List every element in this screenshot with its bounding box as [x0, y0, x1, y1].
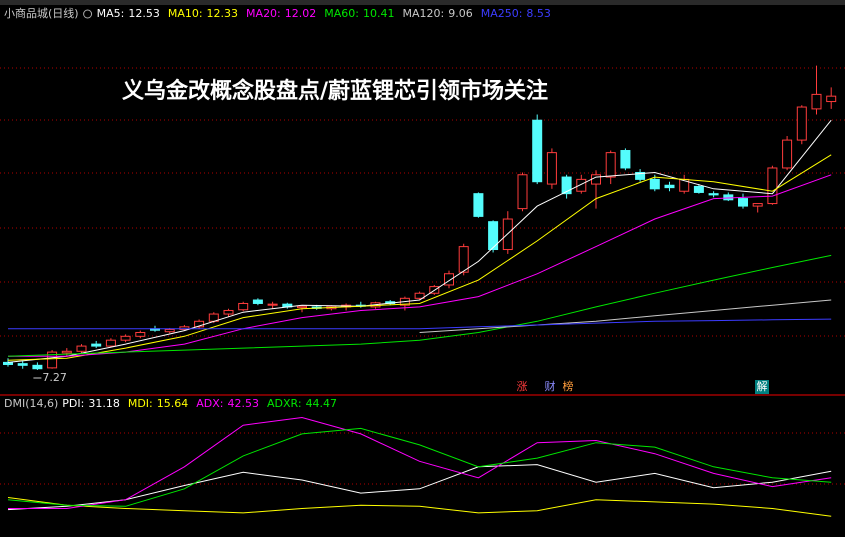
candle-body	[796, 106, 807, 141]
candle-body	[135, 331, 146, 337]
legend-value: 12.33	[207, 7, 239, 20]
candle-body	[252, 299, 263, 304]
candle-body	[782, 139, 793, 169]
legend-value: 12.53	[128, 7, 160, 20]
headline: 义乌金改概念股盘点/蔚蓝锂芯引领市场关注	[122, 78, 548, 104]
legend-label: MDI:	[128, 397, 153, 410]
candle-body	[605, 152, 616, 178]
candle-body	[61, 350, 72, 354]
annotation: 榜	[563, 379, 574, 393]
line-series	[7, 497, 832, 517]
candle-body	[458, 246, 469, 273]
legend-label: ADX:	[196, 397, 223, 410]
line-series	[8, 416, 832, 509]
candle-body	[546, 152, 557, 185]
annotation: 涨	[517, 380, 528, 393]
candle-body	[47, 351, 58, 369]
candle-body	[76, 345, 87, 352]
candle-body	[561, 176, 572, 195]
line-series	[8, 174, 832, 357]
settings-icon	[83, 9, 93, 19]
candle-body	[767, 167, 778, 205]
candle-body	[223, 309, 234, 315]
legend-label: MA60:	[324, 7, 359, 20]
candle-body	[488, 221, 499, 251]
line-series	[8, 318, 832, 330]
legend-value: 42.53	[228, 397, 260, 410]
candle-body	[708, 193, 719, 196]
candle-body	[164, 328, 175, 333]
candle-body	[752, 203, 763, 207]
candle-body	[473, 193, 484, 217]
panel-title: 小商品城(日线)	[4, 6, 79, 20]
candle-body	[649, 178, 660, 190]
line-series	[419, 299, 832, 333]
legend-label: MA20:	[246, 7, 281, 20]
legend-value: 10.41	[363, 7, 395, 20]
line-series	[7, 119, 832, 363]
candle-body	[620, 150, 631, 169]
line-series	[7, 154, 832, 361]
candle-body	[591, 174, 601, 185]
candle-body	[664, 184, 675, 189]
annotation: 解	[757, 379, 768, 393]
grid	[0, 67, 845, 485]
legend-label: PDI:	[62, 397, 84, 410]
candle-body	[238, 302, 249, 311]
legend-label: MA10:	[168, 7, 203, 20]
candle-body	[267, 303, 278, 306]
candle-body	[297, 305, 307, 309]
candle-body	[120, 335, 131, 341]
annotation-bg	[755, 380, 769, 394]
legend-value: 8.53	[526, 7, 551, 20]
legend-value: 31.18	[88, 397, 120, 410]
line-series	[7, 427, 832, 507]
candle-body	[194, 320, 205, 328]
legend-value: 9.06	[448, 7, 473, 20]
candle-body	[811, 93, 822, 110]
candle-body	[32, 364, 43, 370]
line-series	[7, 254, 832, 357]
legend-value: 44.47	[306, 397, 338, 410]
candle-body	[3, 361, 13, 365]
legend-label: ADXR:	[267, 397, 302, 410]
candle-body	[738, 198, 748, 207]
legend-value: 12.02	[285, 7, 317, 20]
legend-label: MA120:	[402, 7, 444, 20]
legend-label: MA5:	[97, 7, 125, 20]
candle-body	[91, 343, 102, 347]
line-series	[7, 464, 832, 511]
candle-body	[532, 119, 543, 183]
panel-title: DMI(14,6)	[4, 397, 58, 410]
candle-body	[17, 363, 28, 366]
candle-body	[693, 185, 704, 193]
candle-body	[826, 95, 837, 103]
candle-body	[414, 292, 425, 299]
low-label: 7.27	[42, 371, 67, 384]
legend-value: 15.64	[157, 397, 189, 410]
legend-label: MA250:	[481, 7, 523, 20]
candle-body	[576, 178, 587, 192]
candle-body	[444, 273, 454, 286]
candle-body	[635, 171, 646, 180]
candle-body	[517, 174, 528, 210]
annotation: 财	[545, 379, 556, 393]
candle-body	[105, 339, 116, 347]
menu-bar	[0, 0, 845, 5]
candle-body	[179, 326, 190, 330]
